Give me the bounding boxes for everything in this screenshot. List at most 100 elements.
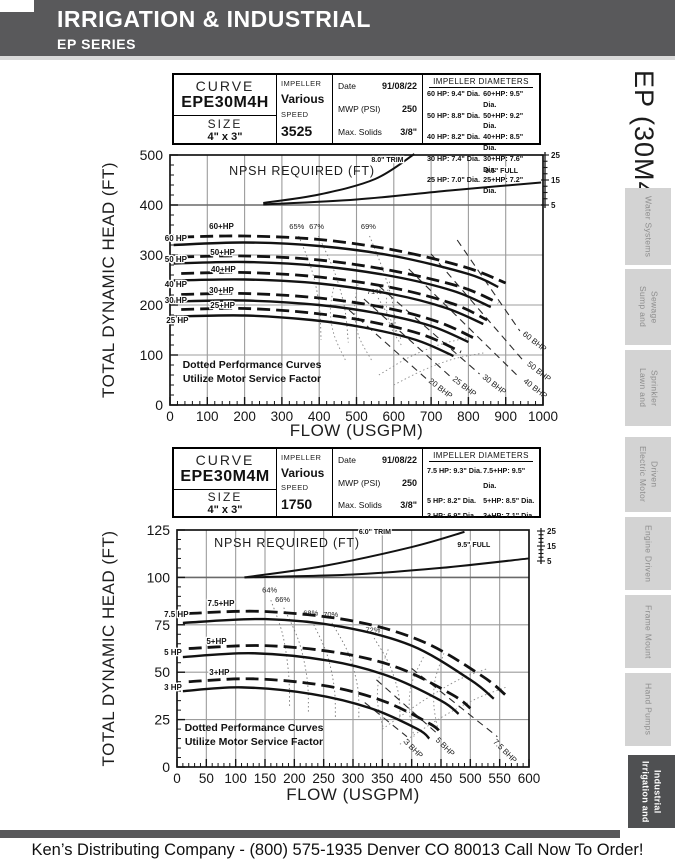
curve-label: 50 HP bbox=[165, 255, 188, 264]
pump-curve-50+hp bbox=[181, 254, 499, 305]
curve-label: 6.0" TRIM bbox=[359, 529, 391, 536]
efficiency-label: 68% bbox=[303, 608, 318, 617]
x-tick-label: 0 bbox=[173, 771, 181, 786]
x-tick-label: 250 bbox=[312, 771, 335, 786]
x-tick-label: 500 bbox=[459, 771, 482, 786]
y-tick-label: 50 bbox=[154, 664, 170, 680]
sidebar-tab-hand-pumps[interactable]: Hand Pumps bbox=[625, 673, 671, 746]
impeller-diameters-title: IMPELLER DIAMETERS bbox=[429, 77, 533, 88]
npsh-required-label: NPSH REQUIRED (FT) bbox=[214, 536, 360, 550]
npsh-required-label: NPSH REQUIRED (FT) bbox=[229, 164, 375, 178]
header-corner-notch bbox=[0, 0, 34, 12]
sidebar-tab-irrigation-and-industrial[interactable]: Irrigation and Industrial bbox=[628, 755, 675, 828]
size-label: SIZE bbox=[207, 116, 243, 131]
sidebar-tab-label: Engine Driven bbox=[643, 524, 654, 583]
impeller-diameters-title: IMPELLER DIAMETERS bbox=[429, 451, 533, 462]
pump-curve-30-hp bbox=[173, 299, 469, 344]
x-tick-label: 600 bbox=[383, 409, 406, 424]
curve-label: 50+HP bbox=[210, 248, 235, 257]
sidebar-tab-label: Electric Motor Driven bbox=[638, 446, 660, 503]
efficiency-contour-dotted bbox=[433, 653, 445, 733]
curve-label: CURVE bbox=[195, 78, 255, 95]
efficiency-label: 70% bbox=[323, 610, 338, 619]
x-tick-label: 900 bbox=[494, 409, 517, 424]
max-solids-label: Max. Solids bbox=[338, 500, 382, 510]
x-tick-label: 400 bbox=[308, 409, 331, 424]
sidebar-tab-label: Sump and Sewage bbox=[638, 286, 660, 328]
x-axis-title: FLOW (USGPM) bbox=[290, 421, 424, 440]
x-tick-label: 150 bbox=[254, 771, 277, 786]
efficiency-label: 65% bbox=[289, 222, 304, 231]
pump-curve-25-hp bbox=[173, 314, 454, 358]
pump-curve-chart-epe30m4m: 0 50 100 150 200 250 300 350 400 450 500 550 6000255… bbox=[99, 522, 556, 804]
impeller-diameter-row: 25 HP: 7.0" Dia. 25+HP: 7.2" Dia. bbox=[427, 175, 524, 196]
mwp-label: MWP (PSI) bbox=[338, 477, 381, 488]
npsh-tick-label: 15 bbox=[551, 176, 560, 185]
npsh-curve-6.0-trim bbox=[244, 530, 465, 579]
x-tick-label: 600 bbox=[518, 771, 541, 786]
curve-size-column: CURVE EPE30M4M SIZE 4" x 3" bbox=[174, 449, 277, 516]
sidebar-tab-water-systems[interactable]: Water Systems bbox=[625, 188, 671, 265]
y-tick-label: 200 bbox=[140, 297, 164, 313]
x-axis-title: FLOW (USGPM) bbox=[286, 785, 420, 804]
curve-label: 60+HP bbox=[209, 222, 234, 231]
sidebar-tab-frame-mount[interactable]: Frame Mount bbox=[625, 595, 671, 668]
efficiency-contour bbox=[298, 235, 322, 341]
bhp-line bbox=[456, 239, 521, 332]
pump-curve-7.5+hp bbox=[188, 609, 507, 697]
impeller-speed-column: IMPELLER Various SPEED 1750 bbox=[277, 449, 333, 516]
y-tick-label: 0 bbox=[155, 397, 163, 413]
impeller-label: IMPELLER bbox=[281, 453, 322, 462]
sidebar-tab-lawn-and-sprinkler[interactable]: Lawn and Sprinkler bbox=[625, 350, 671, 426]
npsh-tick-label: 5 bbox=[551, 201, 556, 210]
pump-curve-30+hp bbox=[181, 291, 477, 341]
pump-curve-5+hp bbox=[188, 644, 472, 710]
impeller-diameter-row: 5 HP: 8.2" Dia. 5+HP: 8.5" Dia. bbox=[427, 496, 535, 506]
impeller-value: Various bbox=[281, 92, 325, 106]
sidebar-tab-label: Irrigation and Industrial bbox=[640, 760, 663, 823]
bhp-label: 30 BHP bbox=[481, 372, 508, 396]
bhp-label: 7.5 BHP bbox=[491, 737, 518, 764]
pump-curve-3-hp bbox=[182, 686, 431, 740]
x-tick-label: 100 bbox=[196, 409, 219, 424]
sidebar-tab-sump-and-sewage[interactable]: Sump and Sewage bbox=[625, 269, 671, 345]
curve-label: 25 HP bbox=[166, 316, 189, 325]
footer-divider-bar bbox=[0, 830, 620, 838]
sidebar-tab-label: Hand Pumps bbox=[643, 683, 654, 736]
bhp-label: 3 BHP bbox=[402, 737, 425, 760]
curve-label: CURVE bbox=[195, 451, 255, 468]
efficiency-label: 64% bbox=[262, 586, 277, 595]
date-value: 91/08/22 bbox=[381, 455, 417, 465]
pump-curve-chart-epe30m4h: 0 100 200 300 400 500 600 700 800 900 100001002003… bbox=[99, 147, 560, 440]
npsh-curve-9.5-full bbox=[244, 557, 530, 579]
y-tick-label: 25 bbox=[154, 712, 170, 728]
efficiency-contour bbox=[369, 235, 397, 338]
bhp-label: 25 BHP bbox=[451, 374, 478, 398]
x-tick-label: 1000 bbox=[528, 409, 558, 424]
pump-curve-5-hp bbox=[182, 651, 460, 715]
service-factor-note: Utilize Motor Service Factor bbox=[183, 373, 321, 385]
service-factor-note: Utilize Motor Service Factor bbox=[185, 736, 323, 748]
service-factor-note: Dotted Performance Curves bbox=[183, 359, 322, 371]
impeller-diameter-row: 30 HP: 7.4" Dia. 30+HP: 7.6" Dia. bbox=[427, 153, 524, 174]
sidebar-tab-engine-driven[interactable]: Engine Driven bbox=[625, 517, 671, 590]
y-tick-label: 400 bbox=[140, 197, 164, 213]
curve-label: 9.5" FULL bbox=[485, 168, 519, 175]
size-value: 4" x 3" bbox=[207, 503, 243, 516]
curve-label: 5 HP bbox=[164, 648, 182, 657]
curve-label: 25+HP bbox=[210, 301, 235, 310]
max-solids-value: 3/8" bbox=[400, 127, 417, 137]
date-value: 91/08/22 bbox=[381, 81, 417, 91]
impeller-diameters-list: 7.5 HP: 9.3" Dia. 7.5+HP: 9.5" Dia. 5 HP: … bbox=[427, 463, 535, 524]
pump-curve-60-hp bbox=[173, 241, 499, 289]
npsh-curve-8.0-trim bbox=[263, 153, 415, 204]
curve-label: 30 HP bbox=[165, 296, 188, 305]
curve-label: 7.5+HP bbox=[208, 599, 236, 608]
sidebar-tab-electric-motor-driven[interactable]: Electric Motor Driven bbox=[625, 437, 671, 512]
efficiency-contour-dotted bbox=[385, 279, 402, 346]
efficiency-contour bbox=[377, 297, 403, 342]
curve-info-table-epe30m4h: CURVE EPE30M4H SIZE 4" x 3" IMPELLER Var… bbox=[172, 73, 541, 195]
y-tick-label: 300 bbox=[140, 247, 164, 263]
curve-label: 40+HP bbox=[211, 265, 236, 274]
speed-label: SPEED bbox=[281, 483, 309, 493]
